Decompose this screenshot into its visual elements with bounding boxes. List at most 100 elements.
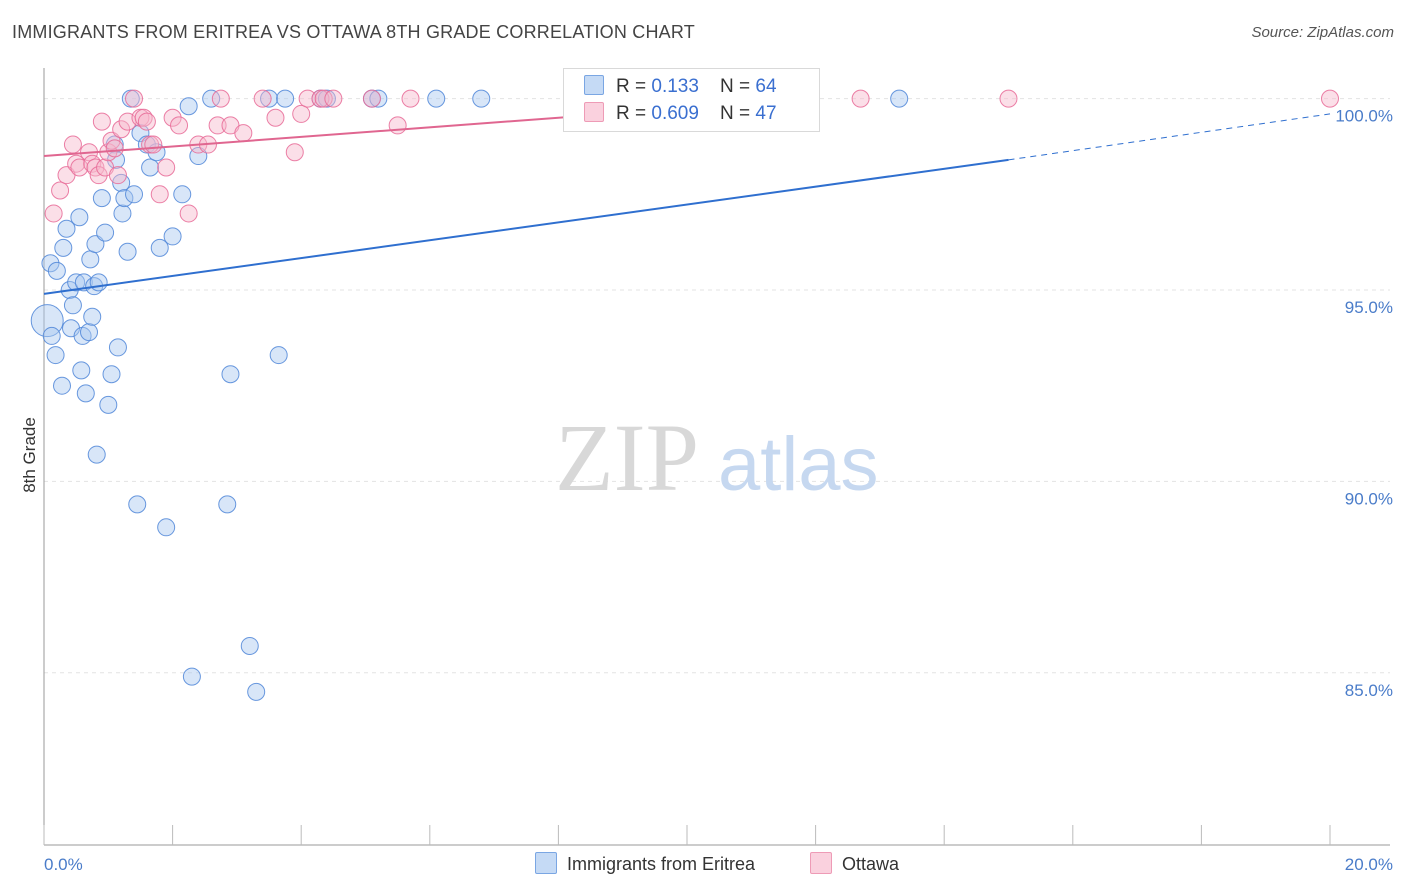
y-tick-label: 95.0% [1345, 298, 1393, 317]
data-point [99, 395, 118, 414]
y-tick-label: 100.0% [1335, 107, 1393, 126]
data-point [173, 185, 192, 204]
data-point [427, 89, 446, 108]
data-point [115, 189, 134, 208]
data-point [362, 89, 381, 108]
legend-n-label: N = [720, 76, 756, 97]
data-point [92, 112, 111, 131]
y-tick-labels: 85.0% 90.0% 95.0% 100.0% [1335, 107, 1393, 700]
data-point [92, 189, 111, 208]
legend-item-eritrea: Immigrants from Eritrea [535, 852, 755, 875]
data-point [163, 227, 182, 246]
data-point [266, 108, 285, 127]
data-point [314, 89, 333, 108]
data-point [72, 361, 91, 380]
data-point [369, 89, 388, 108]
data-point [113, 204, 132, 223]
data-point [54, 238, 73, 257]
data-point [240, 636, 259, 655]
data-point [144, 135, 163, 154]
data-point [42, 326, 61, 345]
data-point [63, 296, 82, 315]
legend-n-value: 64 [755, 76, 777, 97]
data-point [70, 208, 89, 227]
legend-swatch-pink-icon [584, 102, 604, 122]
data-point [150, 238, 169, 257]
data-point [89, 166, 108, 185]
legend-item-ottawa: Ottawa [810, 852, 899, 875]
data-point [179, 97, 198, 116]
legend-r-value: 0.609 [651, 103, 699, 124]
data-point [999, 89, 1018, 108]
data-point [51, 181, 70, 200]
legend-row-eritrea: R = 0.133 N = 64 [584, 75, 777, 99]
y-tick-label: 85.0% [1345, 681, 1393, 700]
data-point [141, 158, 160, 177]
legend-swatch-pink-icon [810, 852, 832, 874]
data-point [105, 139, 124, 158]
x-tick-label: 20.0% [1345, 855, 1393, 874]
data-point [179, 204, 198, 223]
data-point [157, 158, 176, 177]
chart-source: Source: ZipAtlas.com [1251, 24, 1394, 41]
data-point [67, 273, 86, 292]
data-point [80, 323, 99, 342]
data-point [83, 307, 102, 326]
data-point [276, 89, 295, 108]
data-point [108, 166, 127, 185]
y-axis-label: 8th Grade [20, 417, 39, 493]
legend-label-eritrea: Immigrants from Eritrea [567, 854, 756, 874]
data-point [150, 185, 169, 204]
data-point [112, 120, 131, 139]
x-tick-labels: 0.0% 20.0% [44, 855, 1393, 874]
data-point [96, 223, 115, 242]
watermark-zip: ZIP [555, 404, 699, 511]
data-point [401, 89, 420, 108]
legend-r-label: R = [616, 103, 652, 124]
data-point [324, 89, 343, 108]
data-point [269, 346, 288, 365]
data-point [285, 143, 304, 162]
data-point [298, 89, 317, 108]
legend-row-ottawa: R = 0.609 N = 47 [584, 102, 777, 126]
legend-n-value: 47 [755, 103, 777, 124]
series-ottawa-points [44, 89, 1339, 223]
trendline-eritrea [43, 158, 1009, 295]
data-point [74, 273, 93, 292]
data-point [202, 89, 221, 108]
data-point [221, 365, 240, 384]
series-eritrea-points [30, 89, 909, 701]
data-point [102, 365, 121, 384]
data-point [253, 89, 272, 108]
data-point [182, 667, 201, 686]
data-point [46, 346, 65, 365]
legend-swatch-blue-icon [584, 75, 604, 95]
data-point [57, 219, 76, 238]
data-point [260, 89, 279, 108]
data-point [108, 338, 127, 357]
data-point [890, 89, 909, 108]
data-point [851, 89, 870, 108]
data-point [170, 116, 189, 135]
data-point [47, 261, 66, 280]
data-point [44, 204, 63, 223]
data-point [81, 250, 100, 269]
data-point [218, 495, 237, 514]
data-point [86, 235, 105, 254]
data-point [208, 116, 227, 135]
data-point [234, 124, 253, 143]
data-point [63, 135, 82, 154]
data-point [163, 108, 182, 127]
data-point [157, 518, 176, 537]
data-point [247, 682, 266, 701]
y-tick-label: 90.0% [1345, 489, 1393, 508]
data-point [472, 89, 491, 108]
data-point [125, 89, 144, 108]
data-point [87, 445, 106, 464]
legend-r-label: R = [616, 76, 652, 97]
data-point [118, 242, 137, 261]
data-point [137, 112, 156, 131]
data-point [76, 384, 95, 403]
data-point [292, 104, 311, 123]
